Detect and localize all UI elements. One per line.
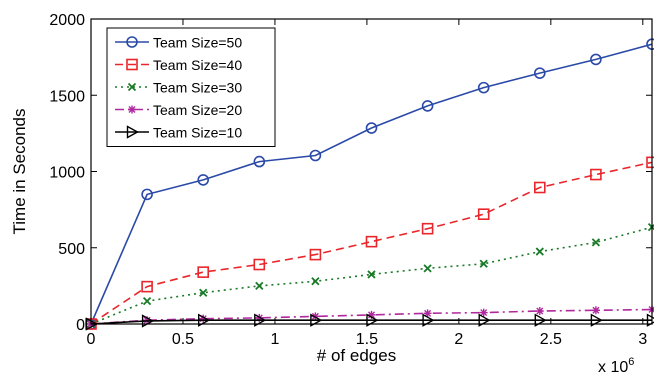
data-point [142, 296, 152, 306]
legend-item: Team Size=40 [115, 57, 242, 73]
data-point [141, 280, 153, 293]
data-point [591, 238, 601, 247]
data-point [423, 309, 432, 318]
series [86, 223, 654, 329]
data-point [477, 208, 490, 220]
data-point [254, 313, 267, 327]
x-multiplier-base: x 10 [598, 359, 628, 376]
legend-item: Team Size=10 [115, 125, 242, 141]
x-axis-label: # of edges [317, 346, 396, 365]
data-point [253, 258, 266, 271]
x-tick-label: 1 [270, 331, 279, 348]
data-point [535, 307, 544, 316]
data-point [199, 288, 208, 297]
data-point [478, 313, 491, 327]
data-marks [85, 38, 654, 331]
data-point [126, 58, 138, 71]
legend-item: Team Size=30 [115, 80, 242, 96]
data-point [309, 248, 322, 261]
data-point [477, 81, 490, 94]
data-point [590, 313, 603, 327]
data-point [648, 305, 654, 314]
data-point [311, 277, 320, 286]
axis-ticks: 0 0.5 1 1.5 2 2.5 3 0 500 1000 1500 2000 [49, 12, 652, 348]
data-point [590, 168, 602, 181]
y-tick-label: 500 [58, 241, 85, 258]
y-tick-label: 1000 [49, 165, 85, 182]
data-point [422, 313, 435, 327]
series-line [90, 226, 653, 325]
x-multiplier-exponent: 6 [628, 356, 634, 368]
legend-label: Team Size=50 [153, 35, 242, 51]
legend-label: Team Size=10 [153, 125, 242, 141]
data-point [309, 149, 322, 162]
data-point [141, 188, 153, 201]
data-point [127, 82, 137, 92]
data-point [255, 281, 264, 291]
data-point [198, 313, 211, 327]
data-point [647, 223, 654, 232]
legend-item: Team Size=50 [115, 35, 242, 51]
series [85, 156, 654, 330]
data-point [421, 222, 434, 235]
data-point [479, 259, 488, 268]
x-tick-label: 2 [454, 331, 463, 348]
data-point [479, 308, 488, 317]
data-point [128, 105, 136, 114]
data-point [367, 270, 376, 279]
data-point [591, 306, 600, 315]
series-line [90, 43, 653, 325]
x-tick-label: 1.5 [356, 331, 378, 348]
data-point [365, 122, 378, 134]
data-point [533, 181, 546, 194]
data-point [590, 53, 602, 66]
x-tick-label: 3 [638, 331, 647, 348]
x-tick-label: 2.5 [540, 331, 562, 348]
y-axis-label: Time in Seconds [10, 109, 29, 235]
x-tick-label: 0.5 [172, 331, 194, 348]
data-point [365, 235, 378, 248]
y-tick-label: 1500 [49, 88, 85, 105]
legend-label: Team Size=20 [153, 102, 242, 118]
data-point [535, 247, 544, 256]
data-point [533, 67, 546, 79]
series [85, 38, 654, 330]
data-point [310, 313, 323, 327]
data-point [126, 125, 139, 139]
series [85, 313, 654, 331]
legend-label: Team Size=30 [153, 80, 242, 96]
y-tick-label: 2000 [49, 12, 85, 29]
y-tick-label: 0 [76, 317, 85, 334]
legend-label: Team Size=40 [153, 57, 242, 73]
x-tick-label: 0 [87, 331, 96, 348]
series-line [90, 161, 653, 325]
x-axis-multiplier: x 106 [598, 356, 634, 376]
legend-item: Team Size=20 [115, 102, 242, 118]
data-point [367, 310, 376, 319]
data-point [423, 264, 432, 273]
data-point [421, 100, 434, 112]
legend: Team Size=50 Team Size=40 Team Size=30 Team… [106, 27, 276, 147]
data-point [199, 314, 208, 323]
series-line [90, 319, 652, 325]
data-point [534, 313, 547, 327]
data-point [253, 155, 266, 168]
data-point [197, 266, 209, 278]
data-point [126, 36, 138, 48]
data-point [197, 174, 209, 186]
